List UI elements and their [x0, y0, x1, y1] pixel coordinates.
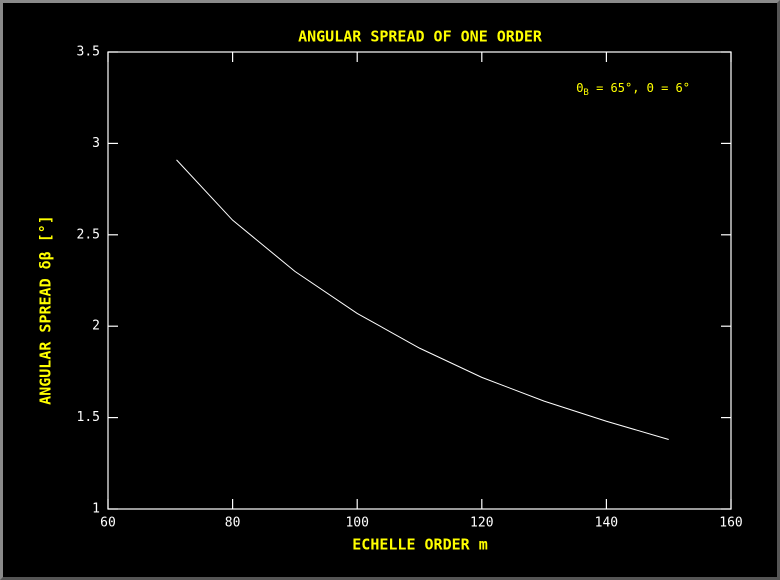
y-tick-label: 3.5	[77, 45, 100, 60]
annotation-symbol: Θ	[576, 81, 583, 95]
y-tick-label: 2	[92, 319, 100, 334]
y-tick-label: 1.5	[77, 410, 100, 425]
y-tick-label: 2.5	[77, 227, 100, 242]
annotation-text: = 65°, Θ = 6°	[589, 81, 690, 95]
chart-title: ANGULAR SPREAD OF ONE ORDER	[298, 28, 543, 46]
x-axis-label: ECHELLE ORDER m	[352, 536, 487, 554]
x-tick-label: 100	[345, 516, 368, 531]
x-tick-label: 60	[100, 516, 116, 531]
plot-frame	[107, 51, 732, 510]
y-tick-label: 1	[92, 502, 100, 517]
x-tick-label: 140	[595, 516, 618, 531]
x-tick-label: 120	[470, 516, 493, 531]
x-tick-label: 160	[719, 516, 742, 531]
y-axis-label: ANGULAR SPREAD δβ [°]	[37, 215, 55, 405]
y-tick-label: 3	[92, 136, 100, 151]
annotation-subscript: B	[583, 88, 588, 98]
x-tick-label: 80	[225, 516, 241, 531]
annotation: ΘB = 65°, Θ = 6°	[576, 81, 690, 98]
data-line	[176, 159, 669, 441]
